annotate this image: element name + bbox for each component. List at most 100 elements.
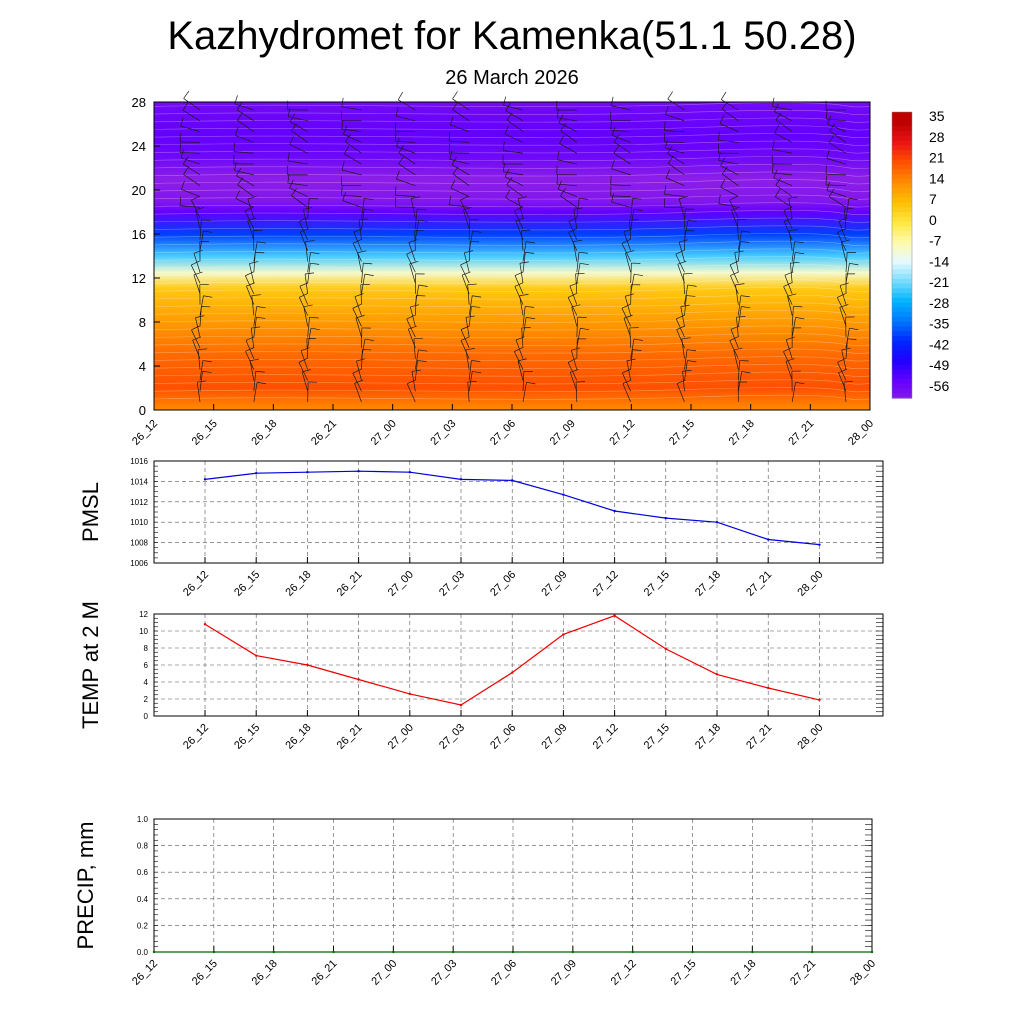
wind-barb [396,170,416,187]
wind-barb [298,358,308,381]
wind-barb [676,325,686,349]
wind-barb [845,251,857,273]
colorbar-swatch [892,140,912,146]
wind-barb [575,272,585,294]
wind-barb [352,368,362,392]
y-tick-label: 0.2 [137,921,149,930]
y-tick-label: 24 [132,139,146,154]
wind-barb [621,239,631,262]
pmsl-point [818,543,821,546]
wind-barb [179,196,201,208]
wind-barb [287,152,308,165]
wind-barb [678,196,688,219]
y-tick-label: 0 [144,712,149,721]
wind-barb [180,149,201,165]
wind-barb [684,360,697,381]
contour-line [153,364,871,370]
wind-barb [502,141,524,154]
colorbar: 35 28 21 14 7 0 -7 -14 -21 -28 -35 -42 -49 -56 [891,108,949,399]
wind-barb [361,262,373,284]
wind-barb [253,241,267,262]
wind-barb [354,293,364,316]
wind-barb [826,181,847,197]
wind-barb [729,260,739,284]
wind-barb [774,188,793,208]
x-tick-label: 27_12 [609,958,639,988]
wind-barb [624,293,634,316]
wind-barb [843,380,853,403]
x-tick-label: 27_00 [369,958,399,988]
wind-barb [463,250,474,273]
x-tick-label: 28_00 [846,418,876,448]
pmsl-point [767,538,770,541]
wind-barb [790,261,800,284]
wind-barb [720,157,739,176]
x-tick-label: 27_12 [591,569,621,599]
temp2m-point [408,692,411,696]
y-tick-label: 0.8 [137,842,149,851]
wind-barb [406,379,416,403]
wind-barb [467,381,477,403]
wind-barb [667,91,685,111]
precip-point [631,950,634,954]
wind-barb [730,325,740,349]
wind-barb [236,167,255,187]
colorbar-swatch [892,388,912,394]
colorbar-label: -14 [929,253,949,269]
wind-barb [736,316,746,338]
wind-barb [342,192,362,208]
wind-barb [195,315,205,338]
wind-barb [452,91,470,111]
colorbar-swatch [892,307,912,313]
y-tick-label: 6 [144,661,149,670]
contour-line [153,156,871,162]
wind-barb [721,166,739,186]
wind-barb [559,135,578,154]
wind-barb [342,125,362,143]
wind-barb [570,347,581,370]
wind-barb [729,195,739,219]
wind-barb [341,161,362,176]
wind-barb [406,249,416,273]
wind-barb [251,294,261,316]
colorbar-swatch [892,226,912,232]
wind-barb [357,250,367,273]
temp2m-chart: 0 2 4 6 8 10 12 26_12 26_15 26_18 26_21 27_00 27_03 2… [78,601,884,752]
x-tick-label: 27_21 [744,722,774,752]
x-tick-label: 27_09 [539,722,569,752]
y-tick-label: 8 [144,644,149,653]
wind-barb [664,198,685,208]
contour-line [153,179,871,185]
wind-barb [408,239,418,262]
wind-barb [684,208,695,229]
contour-line [153,310,871,316]
temp2m-point [255,654,258,657]
x-tick-label: 26_18 [283,569,313,599]
wind-barb [825,175,847,187]
wind-barb [838,217,848,240]
colorbar-swatch [892,159,912,166]
wind-barb [394,197,416,208]
precip-point [152,950,156,954]
wind-barb [361,273,374,294]
precip-point [810,950,814,954]
contour-line [153,333,871,339]
precip-point [212,950,216,954]
colorbar-swatch [892,255,912,261]
y-tick-label: 20 [132,183,146,198]
wind-barb [845,262,859,284]
wind-barb [560,123,578,143]
wind-barb [773,169,793,187]
x-tick-label: 27_15 [669,958,699,988]
y-tick-label: 0.6 [137,868,149,877]
wind-barb [514,347,524,370]
x-tick-label: 27_18 [728,958,758,988]
contour-line [153,271,871,277]
colorbar-swatch [892,131,912,137]
wind-barb [664,132,685,143]
wind-barb [791,317,805,338]
contour-line [153,256,871,262]
wind-barb [199,370,212,392]
wind-barb [567,293,578,316]
temp2m-point [767,686,770,690]
